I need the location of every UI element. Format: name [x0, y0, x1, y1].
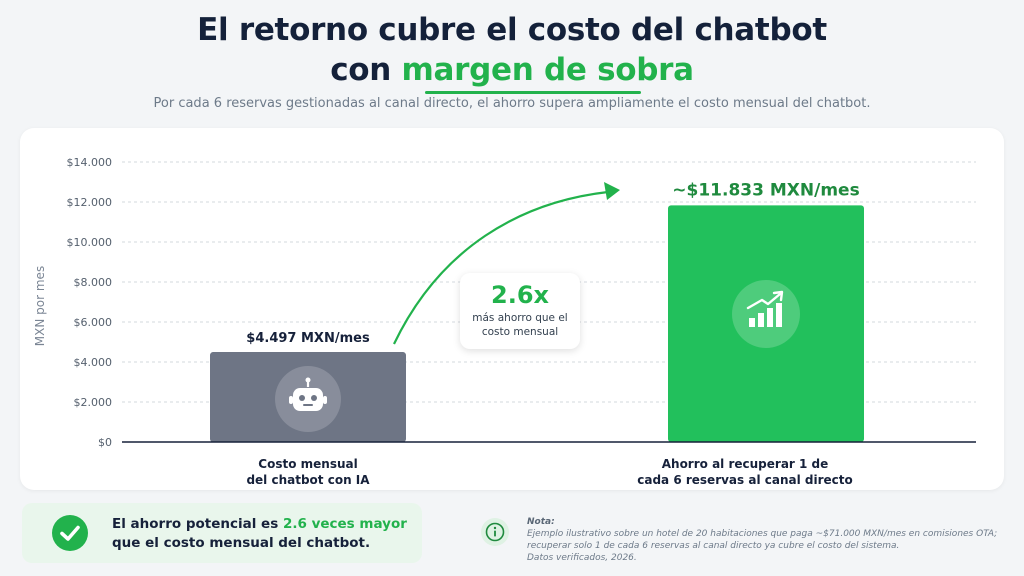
y-tick-label: $6.000	[74, 316, 113, 329]
info-icon	[481, 518, 509, 546]
multiplier-text: más ahorro que el costo mensual	[472, 312, 568, 338]
robot-icon	[275, 366, 341, 433]
chart-card: $0 $2.000 $4.000 $6.000 $8.000 $10.000 $12.000…	[20, 128, 1004, 490]
multiplier-badge: 2.6x más ahorro que el costo mensual	[460, 273, 580, 349]
multiplier-value: 2.6x	[491, 281, 549, 309]
y-tick-label: $12.000	[67, 196, 113, 209]
value-label-cost: $4.497 MXN/mes	[246, 331, 370, 346]
title-underline	[424, 91, 642, 94]
bar-chart: $0 $2.000 $4.000 $6.000 $8.000 $10.000 $12.000…	[33, 156, 976, 449]
check-icon	[52, 515, 88, 551]
y-tick-label: $4.000	[74, 356, 113, 369]
value-label-savings: ~$11.833 MXN/mes	[672, 180, 859, 200]
category-label-savings: Ahorro al recuperar 1 de cada 6 reservas…	[637, 457, 853, 487]
y-axis-label: MXN por mes	[33, 266, 47, 346]
summary-text: El ahorro potencial es 2.6 veces mayor q…	[112, 516, 407, 551]
title-line-2: con margen de sobra	[0, 50, 1024, 94]
y-tick-label: $2.000	[74, 396, 113, 409]
summary-callout: El ahorro potencial es 2.6 veces mayor q…	[22, 503, 422, 563]
growth-arrow	[393, 190, 609, 345]
bar-savings	[668, 205, 864, 442]
footnote-line-1: Ejemplo ilustrativo sobre un hotel de 20…	[527, 529, 998, 539]
footnote: Nota: Ejemplo ilustrativo sobre un hotel…	[527, 516, 1007, 564]
y-tick-label: $10.000	[67, 236, 113, 249]
y-tick-label: $14.000	[67, 156, 113, 169]
summary-highlight: 2.6 veces mayor	[282, 516, 407, 532]
footnote-title: Nota:	[527, 517, 555, 527]
title-prefix: con	[330, 52, 402, 88]
page-subtitle: Por cada 6 reservas gestionadas al canal…	[153, 96, 871, 111]
growth-arrow-head	[604, 182, 620, 200]
page-title: El retorno cubre el costo del chatbot co…	[0, 10, 1024, 94]
category-label-cost: Costo mensual del chatbot con IA	[246, 457, 370, 487]
y-tick-label: $0	[98, 436, 112, 449]
title-accent: margen de sobra	[402, 50, 694, 94]
footnote-line-3: Datos verificados, 2026.	[527, 553, 637, 563]
growth-chart-icon	[732, 280, 800, 348]
y-tick-label: $8.000	[74, 276, 113, 289]
title-line-1: El retorno cubre el costo del chatbot	[197, 12, 827, 48]
footnote-line-2: recuperar solo 1 de cada 6 reservas al c…	[527, 541, 900, 551]
